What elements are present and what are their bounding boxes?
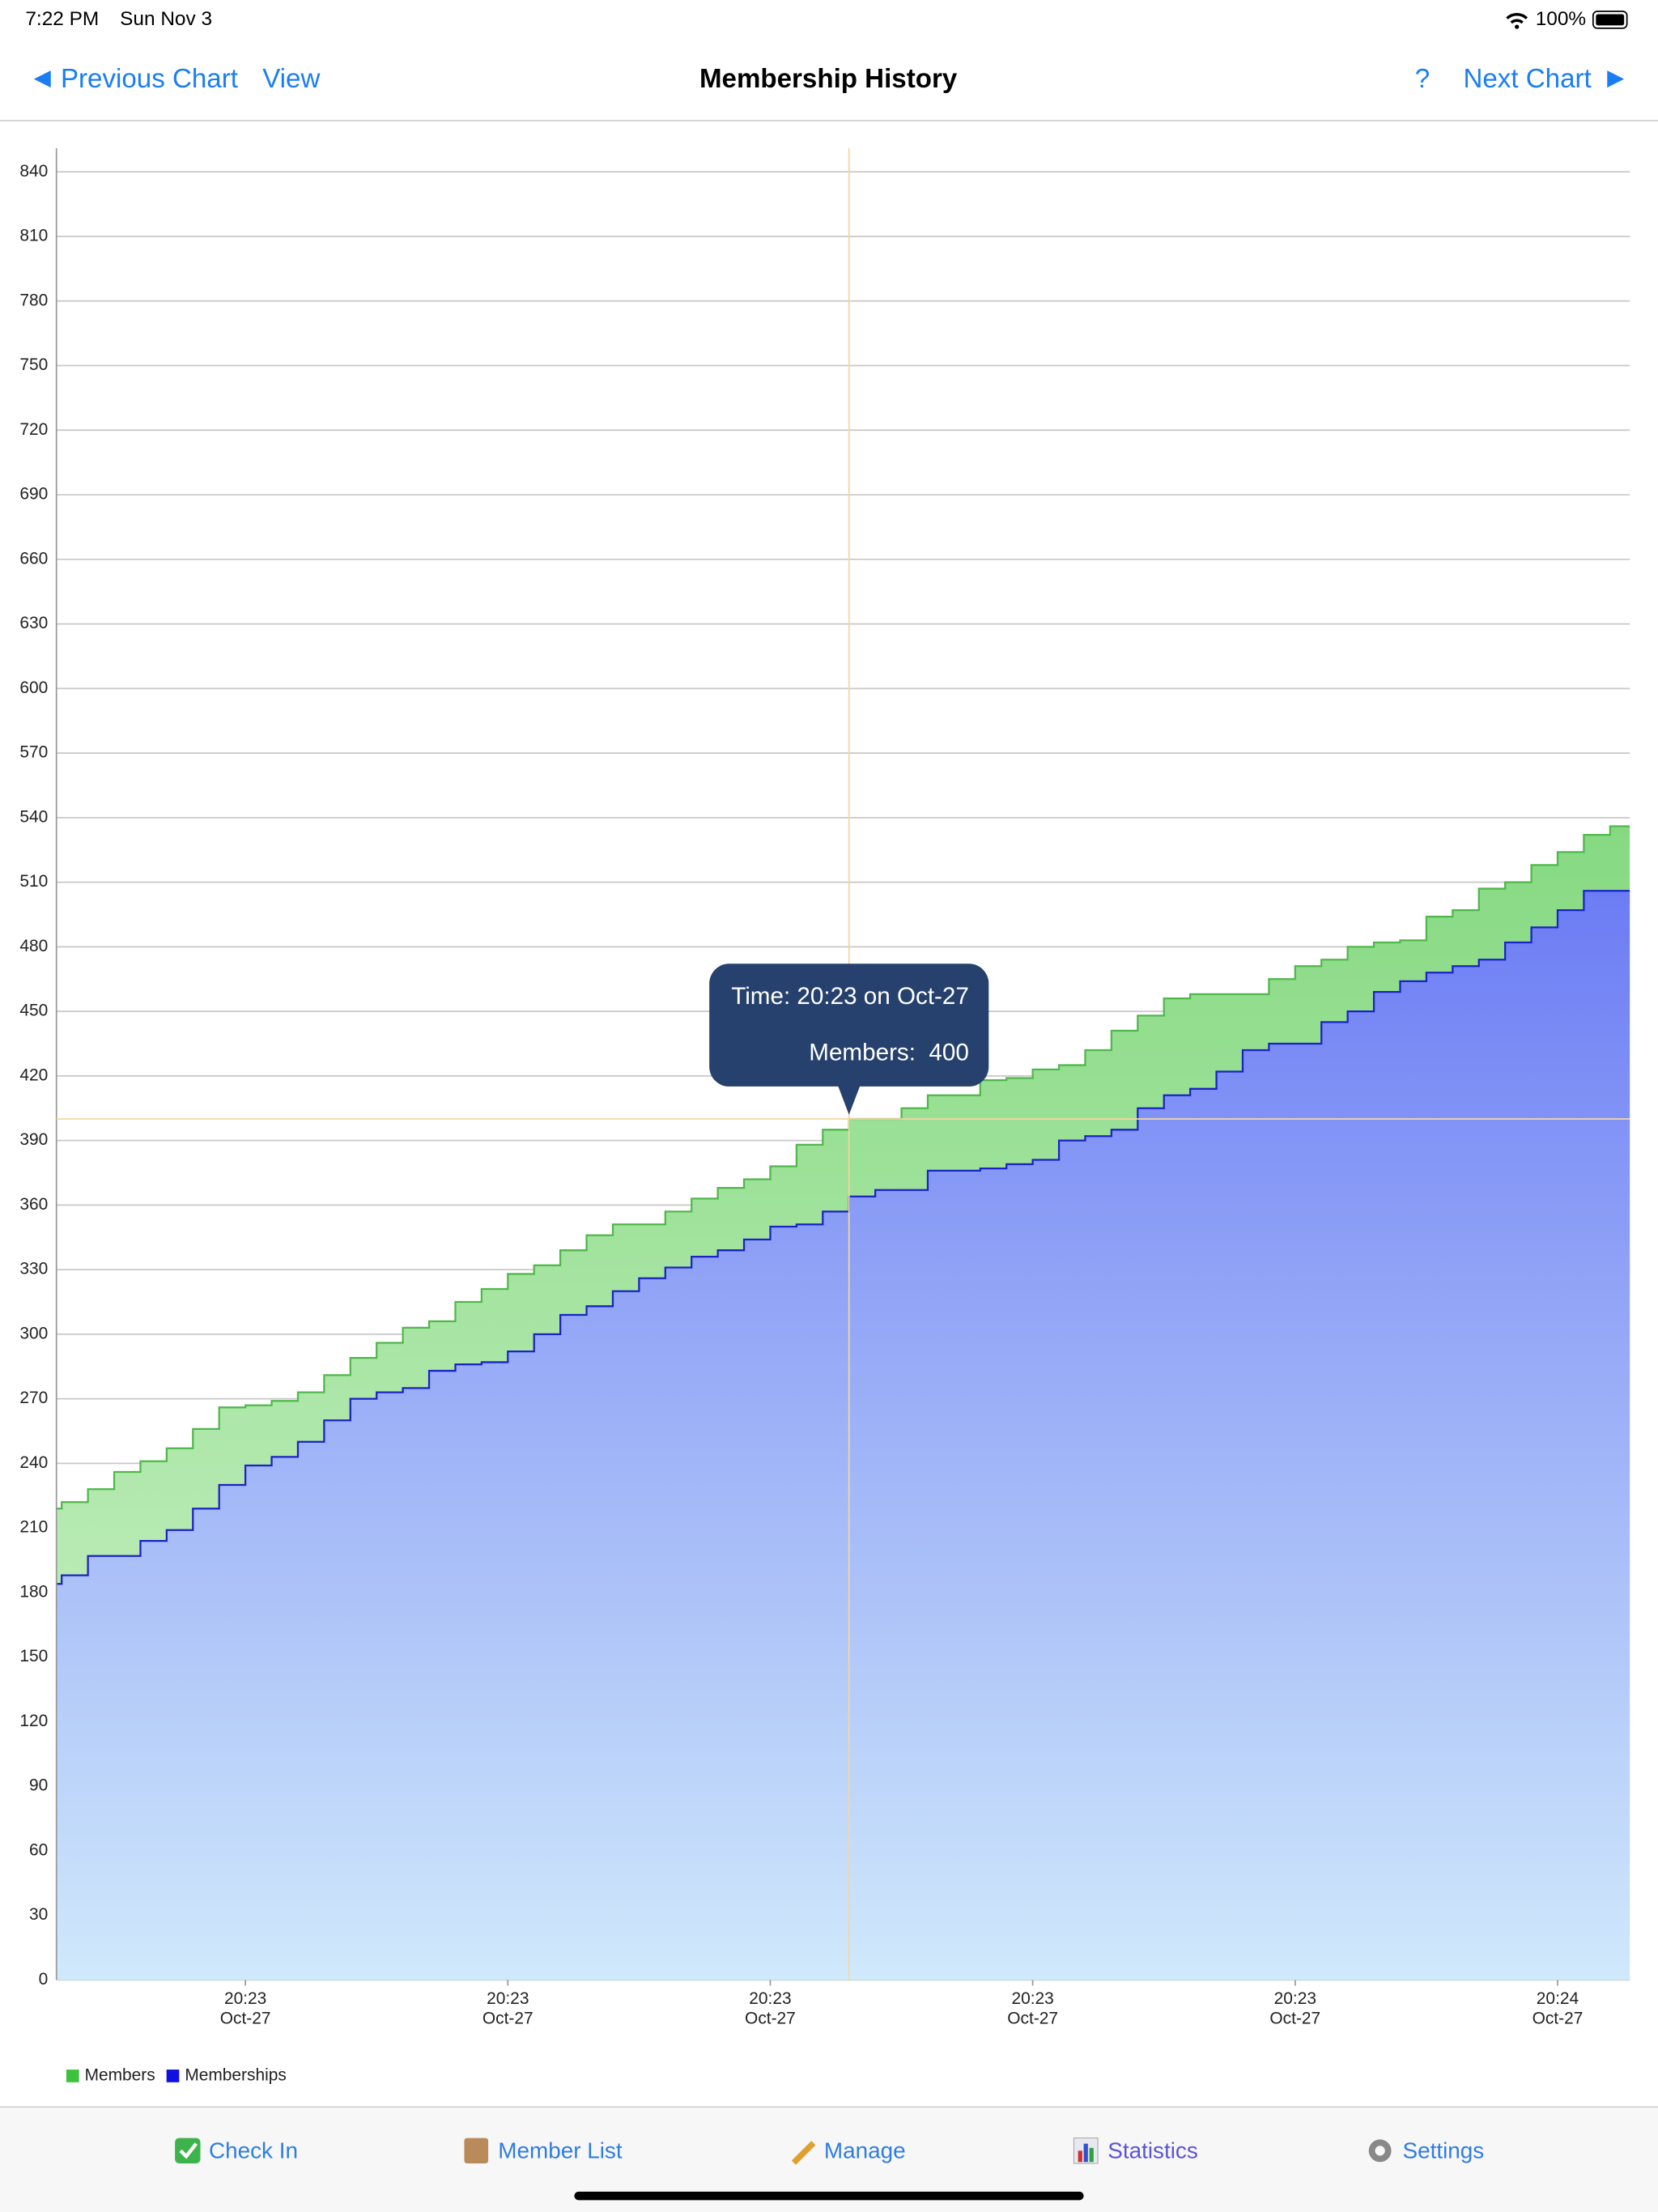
manage-icon[interactable] [791, 2141, 816, 2165]
next-chart-button[interactable]: Next Chart [1463, 64, 1591, 94]
y-tick-label: 330 [19, 1260, 48, 1278]
y-tick-label: 510 [19, 872, 48, 891]
statistics-icon[interactable] [1089, 2147, 1094, 2163]
y-tick-label: 600 [19, 678, 48, 697]
battery-text: 100% [1536, 8, 1586, 30]
wifi-icon [1515, 24, 1520, 29]
back-arrow[interactable] [33, 70, 51, 88]
x-tick-label: 20:23 Oct-27 [1269, 1988, 1321, 2028]
tooltip-pointer [837, 1085, 861, 1115]
y-tick-label: 60 [29, 1840, 48, 1859]
x-tick-label-box: 20:23 Oct-27 [1269, 1988, 1321, 2028]
y-tick-label: 270 [19, 1389, 48, 1407]
series-area [56, 891, 1630, 1980]
tooltip-value: Members: 400 [809, 1040, 969, 1066]
y-tick-label: 240 [19, 1453, 48, 1472]
nav-title: Membership History [699, 64, 958, 94]
settings-icon[interactable] [1375, 2146, 1385, 2156]
battery-level [1596, 14, 1625, 26]
y-tick-label: 780 [19, 291, 48, 309]
y-tick-label: 480 [19, 937, 48, 955]
view-button[interactable]: View [262, 64, 320, 94]
y-tick-label: 540 [19, 807, 48, 826]
y-tick-label: 570 [19, 743, 48, 762]
tooltip-box [709, 963, 989, 1087]
x-tick-label-box: 20:23 Oct-27 [219, 1988, 271, 2028]
legend-swatch [166, 2069, 180, 2082]
y-tick-label: 0 [39, 1970, 49, 1989]
battery-icon [1592, 11, 1628, 29]
x-tick-label: 20:24 Oct-27 [1532, 1988, 1584, 2028]
tab-statistics[interactable]: Statistics [1107, 2138, 1198, 2163]
x-tick-label: 20:23 Oct-27 [482, 1988, 534, 2028]
y-tick-label: 750 [19, 355, 48, 374]
y-tick-label: 390 [19, 1130, 48, 1149]
y-tick-label: 660 [19, 549, 48, 568]
status-time: 7:22 PM [25, 8, 99, 30]
x-tick-label: 20:23 Oct-27 [745, 1988, 796, 2028]
y-tick-label: 120 [19, 1712, 48, 1730]
y-tick-label: 300 [19, 1324, 48, 1342]
previous-chart-button[interactable]: Previous Chart [61, 64, 238, 94]
check-in-icon[interactable] [179, 2142, 198, 2159]
y-tick-label: 150 [19, 1647, 48, 1665]
x-tick-label-box: 20:23 Oct-27 [1007, 1988, 1059, 2028]
y-tick-label: 810 [19, 227, 48, 245]
statistics-icon[interactable] [1078, 2150, 1082, 2163]
x-tick-label: 20:23 Oct-27 [219, 1988, 271, 2028]
legend-label: Members [85, 2065, 155, 2084]
series-line [56, 825, 1630, 1510]
x-tick-label-box: 20:23 Oct-27 [745, 1988, 796, 2028]
x-tick-label: 20:23 Oct-27 [1007, 1988, 1059, 2028]
y-tick-label: 630 [19, 614, 48, 632]
tab-settings[interactable]: Settings [1403, 2138, 1485, 2163]
next-arrow[interactable] [1607, 70, 1625, 88]
y-tick-label: 450 [19, 1002, 48, 1020]
y-tick-label: 210 [19, 1518, 48, 1537]
y-tick-label: 420 [19, 1066, 48, 1084]
x-tick-label-box: 20:23 Oct-27 [482, 1988, 534, 2028]
x-tick-label-box: 20:24 Oct-27 [1532, 1988, 1584, 2028]
y-tick-label: 360 [19, 1195, 48, 1214]
legend-label: Memberships [185, 2065, 286, 2084]
series-line [56, 890, 1630, 1585]
help-button[interactable]: ? [1415, 64, 1430, 94]
legend-swatch [66, 2069, 79, 2082]
member-list-icon[interactable] [464, 2138, 489, 2164]
tab-check-in[interactable]: Check In [209, 2138, 298, 2163]
wifi-icon [1506, 12, 1528, 24]
y-tick-label: 720 [19, 420, 48, 439]
tooltip-title: Time: 20:23 on Oct-27 [731, 983, 969, 1010]
y-tick-label: 180 [19, 1582, 48, 1601]
y-tick-label: 90 [29, 1776, 48, 1795]
chart: 0 30 60 90 120 150 180 210 240 270 300 330 360 390 420… [19, 148, 1630, 2084]
statistics-icon[interactable] [1083, 2143, 1088, 2163]
y-tick-label: 690 [19, 485, 48, 504]
y-tick-label: 30 [29, 1905, 48, 1924]
tab-member-list[interactable]: Member List [498, 2138, 623, 2163]
status-date: Sun Nov 3 [120, 8, 212, 30]
check-in-icon[interactable] [175, 2138, 201, 2164]
y-tick-label: 840 [19, 162, 48, 181]
home-indicator [574, 2191, 1084, 2201]
tab-manage[interactable]: Manage [824, 2138, 906, 2163]
